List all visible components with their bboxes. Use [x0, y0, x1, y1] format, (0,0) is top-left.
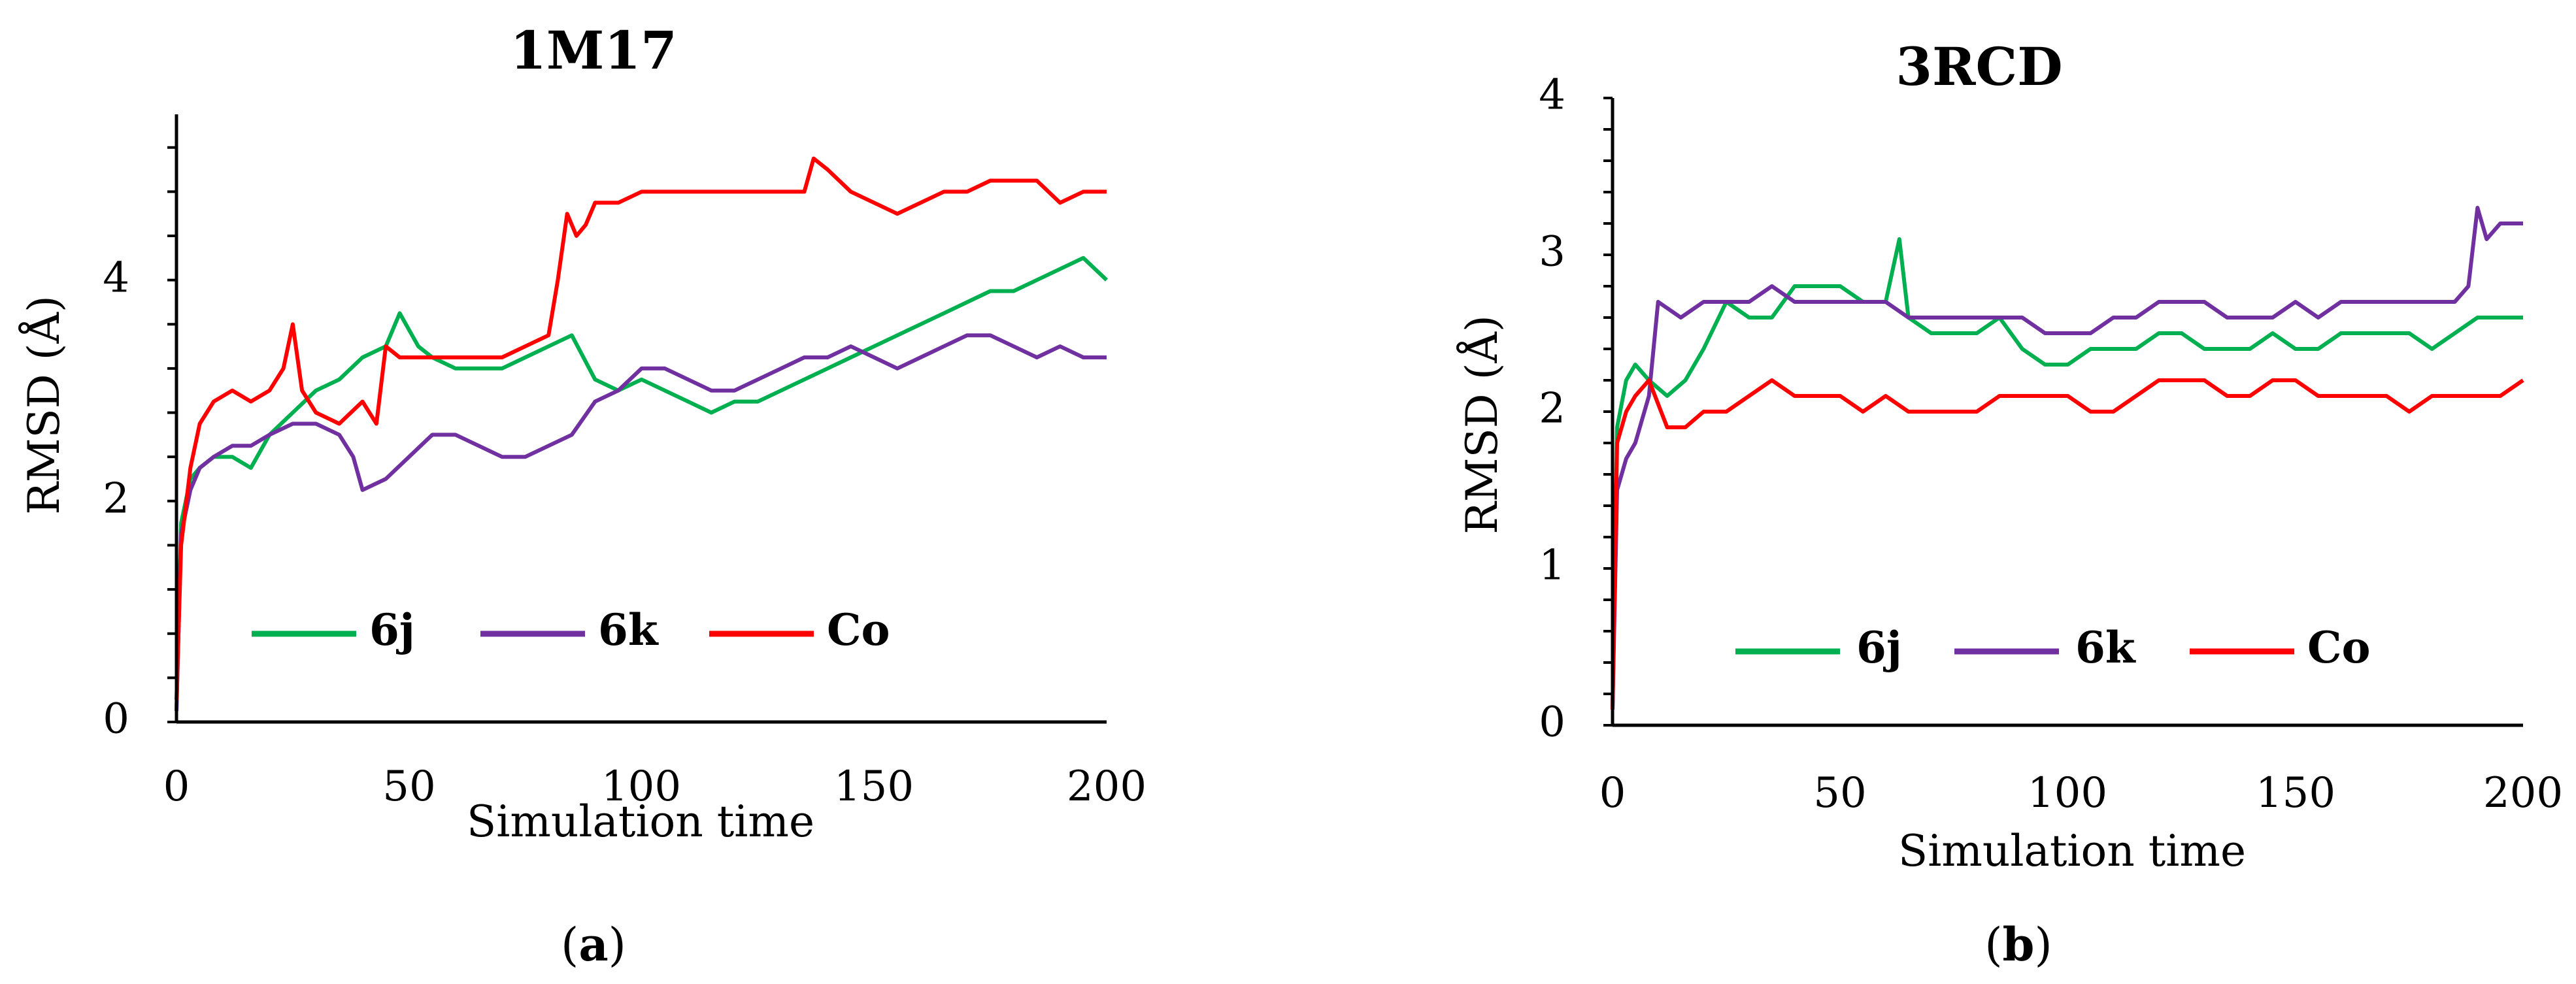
legend-label-co: Co — [827, 604, 890, 655]
legend-label-co: Co — [2307, 622, 2371, 673]
panel-letter: a — [578, 917, 608, 972]
x-tick-label: 100 — [2028, 769, 2107, 817]
y-tick-label: 1 — [1539, 542, 1565, 590]
x-tick-label: 0 — [163, 763, 190, 811]
x-axis-label: Simulation time — [1898, 826, 2246, 876]
x-tick-label: 0 — [1599, 769, 1626, 817]
chart-title: 3RCD — [1896, 36, 2062, 97]
legend-label-6j: 6j — [1856, 622, 1902, 673]
x-tick-label: 200 — [1067, 763, 1146, 811]
x-tick-label: 50 — [382, 763, 435, 811]
chart-1m17: 1M17 0 2 4 0 50 100 150 200 Simulation t… — [19, 20, 1146, 972]
chart-3rcd: 3RCD 0 1 2 3 4 0 50 100 150 200 Simulati… — [1457, 36, 2563, 972]
legend-label-6j: 6j — [369, 604, 415, 655]
y-axis-label: RMSD (Å) — [1457, 315, 1507, 534]
panel-label: (b) — [1984, 917, 2052, 972]
x-axis-label: Simulation time — [467, 796, 814, 847]
series-line-co — [175, 156, 1107, 700]
legend-label-6k: 6k — [2075, 622, 2136, 673]
y-tick-label: 2 — [1539, 385, 1565, 433]
y-tick-label: 0 — [1539, 698, 1565, 747]
y-tick-label: 4 — [103, 254, 129, 303]
x-tick-label: 200 — [2483, 769, 2563, 817]
legend: 6j 6k Co — [252, 604, 890, 655]
series-line-6j — [175, 255, 1109, 712]
panel-label: (a) — [561, 917, 626, 972]
chart-title: 1M17 — [510, 20, 677, 81]
x-tick-label: 150 — [834, 763, 914, 811]
y-minor-ticks — [167, 146, 176, 723]
series-line-6k — [175, 333, 1107, 712]
x-tick-label: 50 — [1813, 769, 1866, 817]
y-tick-label: 2 — [103, 475, 129, 523]
series-line-6j — [1611, 237, 2523, 710]
series-line-6k — [1611, 206, 2523, 710]
x-tick-label: 100 — [601, 763, 681, 811]
legend-label-6k: 6k — [598, 604, 659, 655]
legend: 6j 6k Co — [1735, 622, 2371, 673]
y-tick-label: 3 — [1539, 228, 1565, 276]
y-tick-label: 4 — [1539, 71, 1565, 120]
y-tick-label: 0 — [103, 695, 129, 744]
panel-letter: b — [2003, 917, 2035, 972]
y-axis-label: RMSD (Å) — [19, 295, 69, 515]
series-line-co — [1611, 378, 2524, 710]
y-minor-ticks — [1603, 97, 1613, 727]
x-tick-label: 150 — [2256, 769, 2335, 817]
